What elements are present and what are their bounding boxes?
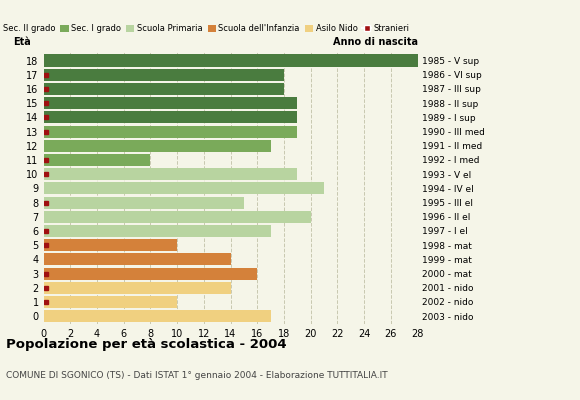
Text: COMUNE DI SGONICO (TS) - Dati ISTAT 1° gennaio 2004 - Elaborazione TUTTITALIA.IT: COMUNE DI SGONICO (TS) - Dati ISTAT 1° g… [6, 371, 387, 380]
Bar [44, 69, 284, 81]
Bar [44, 168, 298, 180]
Bar [44, 126, 298, 138]
Bar [44, 268, 258, 280]
Bar [44, 310, 271, 322]
Text: Popolazione per età scolastica - 2004: Popolazione per età scolastica - 2004 [6, 338, 287, 351]
Text: Età: Età [13, 36, 31, 46]
Bar [44, 140, 271, 152]
Bar [44, 211, 311, 223]
Bar [44, 182, 324, 194]
Bar [44, 97, 298, 109]
Bar [44, 253, 230, 266]
Bar [44, 83, 284, 95]
Text: Anno di nascita: Anno di nascita [332, 36, 418, 46]
Bar [44, 111, 298, 123]
Bar [44, 282, 230, 294]
Bar [44, 196, 244, 208]
Bar [44, 54, 418, 66]
Bar [44, 296, 177, 308]
Bar [44, 154, 150, 166]
Bar [44, 225, 271, 237]
Legend: Sec. II grado, Sec. I grado, Scuola Primaria, Scuola dell'Infanzia, Asilo Nido, : Sec. II grado, Sec. I grado, Scuola Prim… [0, 21, 412, 36]
Bar [44, 239, 177, 251]
